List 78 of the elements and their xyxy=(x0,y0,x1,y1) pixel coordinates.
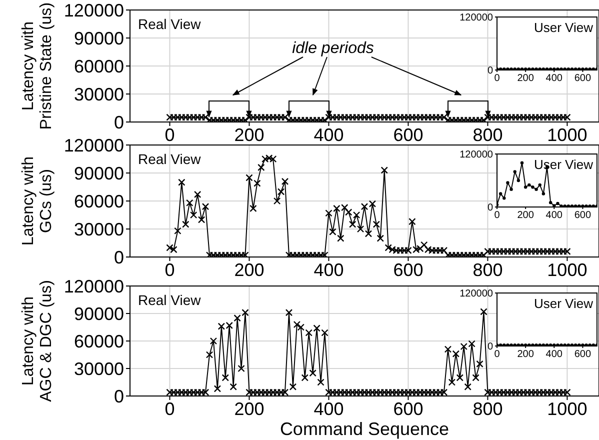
point xyxy=(538,183,542,187)
x-tick-label: 0 xyxy=(164,398,175,419)
point xyxy=(542,192,546,196)
y-tick-label: 90000 xyxy=(74,163,124,184)
y-tick-label: 30000 xyxy=(74,358,124,379)
x-tick-label: 0 xyxy=(164,260,175,280)
y-tick-label: 120000 xyxy=(64,276,124,296)
annotation: User View xyxy=(534,157,594,172)
point xyxy=(528,183,531,187)
point xyxy=(510,188,513,191)
y-tick-label: 90000 xyxy=(74,304,124,324)
y-tick-label: 90000 xyxy=(74,28,124,48)
x-tick-label: 600 xyxy=(393,398,424,419)
y-axis-title: Latency with GCs (us) xyxy=(20,156,55,246)
point xyxy=(513,170,516,174)
x-tick-label: 400 xyxy=(546,73,563,84)
point xyxy=(516,178,520,182)
y-tick-label: 0 xyxy=(487,342,494,353)
x-tick-label: 0 xyxy=(494,349,500,360)
x-tick-label: 600 xyxy=(574,210,592,222)
x-tick-label: 1000 xyxy=(547,124,588,145)
x-tick-label: 200 xyxy=(517,349,534,360)
x-tick-label: 200 xyxy=(234,124,264,145)
x-tick-label: 600 xyxy=(574,73,592,84)
annotation: Real View xyxy=(138,151,202,167)
y-axis-title: Latency with AGC & DGC (us) xyxy=(20,280,55,402)
y-axis-title: Latency with Pristine State (us) xyxy=(20,2,55,130)
x-tick-label: 200 xyxy=(517,73,534,84)
x-tick-label: 800 xyxy=(472,260,503,280)
annotation: User View xyxy=(534,20,594,35)
y-tick-label: 0 xyxy=(114,247,124,268)
x-tick-label: 400 xyxy=(314,124,344,145)
y-tick-label: 60000 xyxy=(74,56,124,76)
point xyxy=(502,196,506,200)
y-tick-label: 30000 xyxy=(74,84,124,104)
point xyxy=(552,204,556,207)
x-tick-label: 1000 xyxy=(547,398,588,419)
point xyxy=(498,192,502,196)
y-tick-label: 0 xyxy=(487,202,494,214)
x-tick-label: 400 xyxy=(314,398,344,419)
point xyxy=(534,188,538,191)
point xyxy=(556,202,560,206)
x-tick-label: 200 xyxy=(234,260,264,280)
x-tick-label: 1000 xyxy=(547,260,588,280)
annotation: Real View xyxy=(138,292,202,308)
x-tick-label: 800 xyxy=(472,124,503,145)
y-tick-label: 120000 xyxy=(460,150,494,161)
x-tick-label: 0 xyxy=(164,124,175,145)
annotation: Real View xyxy=(138,16,202,32)
y-tick-label: 0 xyxy=(487,66,494,77)
y-tick-label: 120000 xyxy=(64,135,124,156)
x-tick-label: 400 xyxy=(546,349,563,360)
point xyxy=(506,181,510,184)
x-tick-label: 400 xyxy=(546,210,563,222)
x-tick-label: 400 xyxy=(314,260,344,280)
x-tick-label: 200 xyxy=(517,210,534,222)
x-tick-label: 600 xyxy=(393,260,424,280)
x-tick-label: 0 xyxy=(494,210,500,222)
point xyxy=(548,200,552,204)
x-tick-label: 600 xyxy=(574,349,592,360)
point xyxy=(531,186,534,189)
annotation: idle periods xyxy=(292,40,374,57)
y-tick-label: 120000 xyxy=(460,12,494,24)
y-tick-label: 60000 xyxy=(74,331,124,352)
annotation: User View xyxy=(534,296,594,311)
x-axis-title: Command Sequence xyxy=(280,419,450,439)
y-tick-label: 0 xyxy=(114,112,124,132)
x-tick-label: 600 xyxy=(393,124,424,145)
x-tick-label: 0 xyxy=(494,73,500,84)
point xyxy=(524,186,528,189)
y-tick-label: 0 xyxy=(114,386,124,406)
y-tick-label: 120000 xyxy=(460,288,494,300)
point xyxy=(520,161,524,164)
x-tick-label: 200 xyxy=(234,398,264,419)
x-tick-label: 800 xyxy=(472,398,503,419)
y-tick-label: 30000 xyxy=(74,219,124,240)
y-tick-label: 120000 xyxy=(64,0,124,20)
y-tick-label: 60000 xyxy=(74,191,124,212)
